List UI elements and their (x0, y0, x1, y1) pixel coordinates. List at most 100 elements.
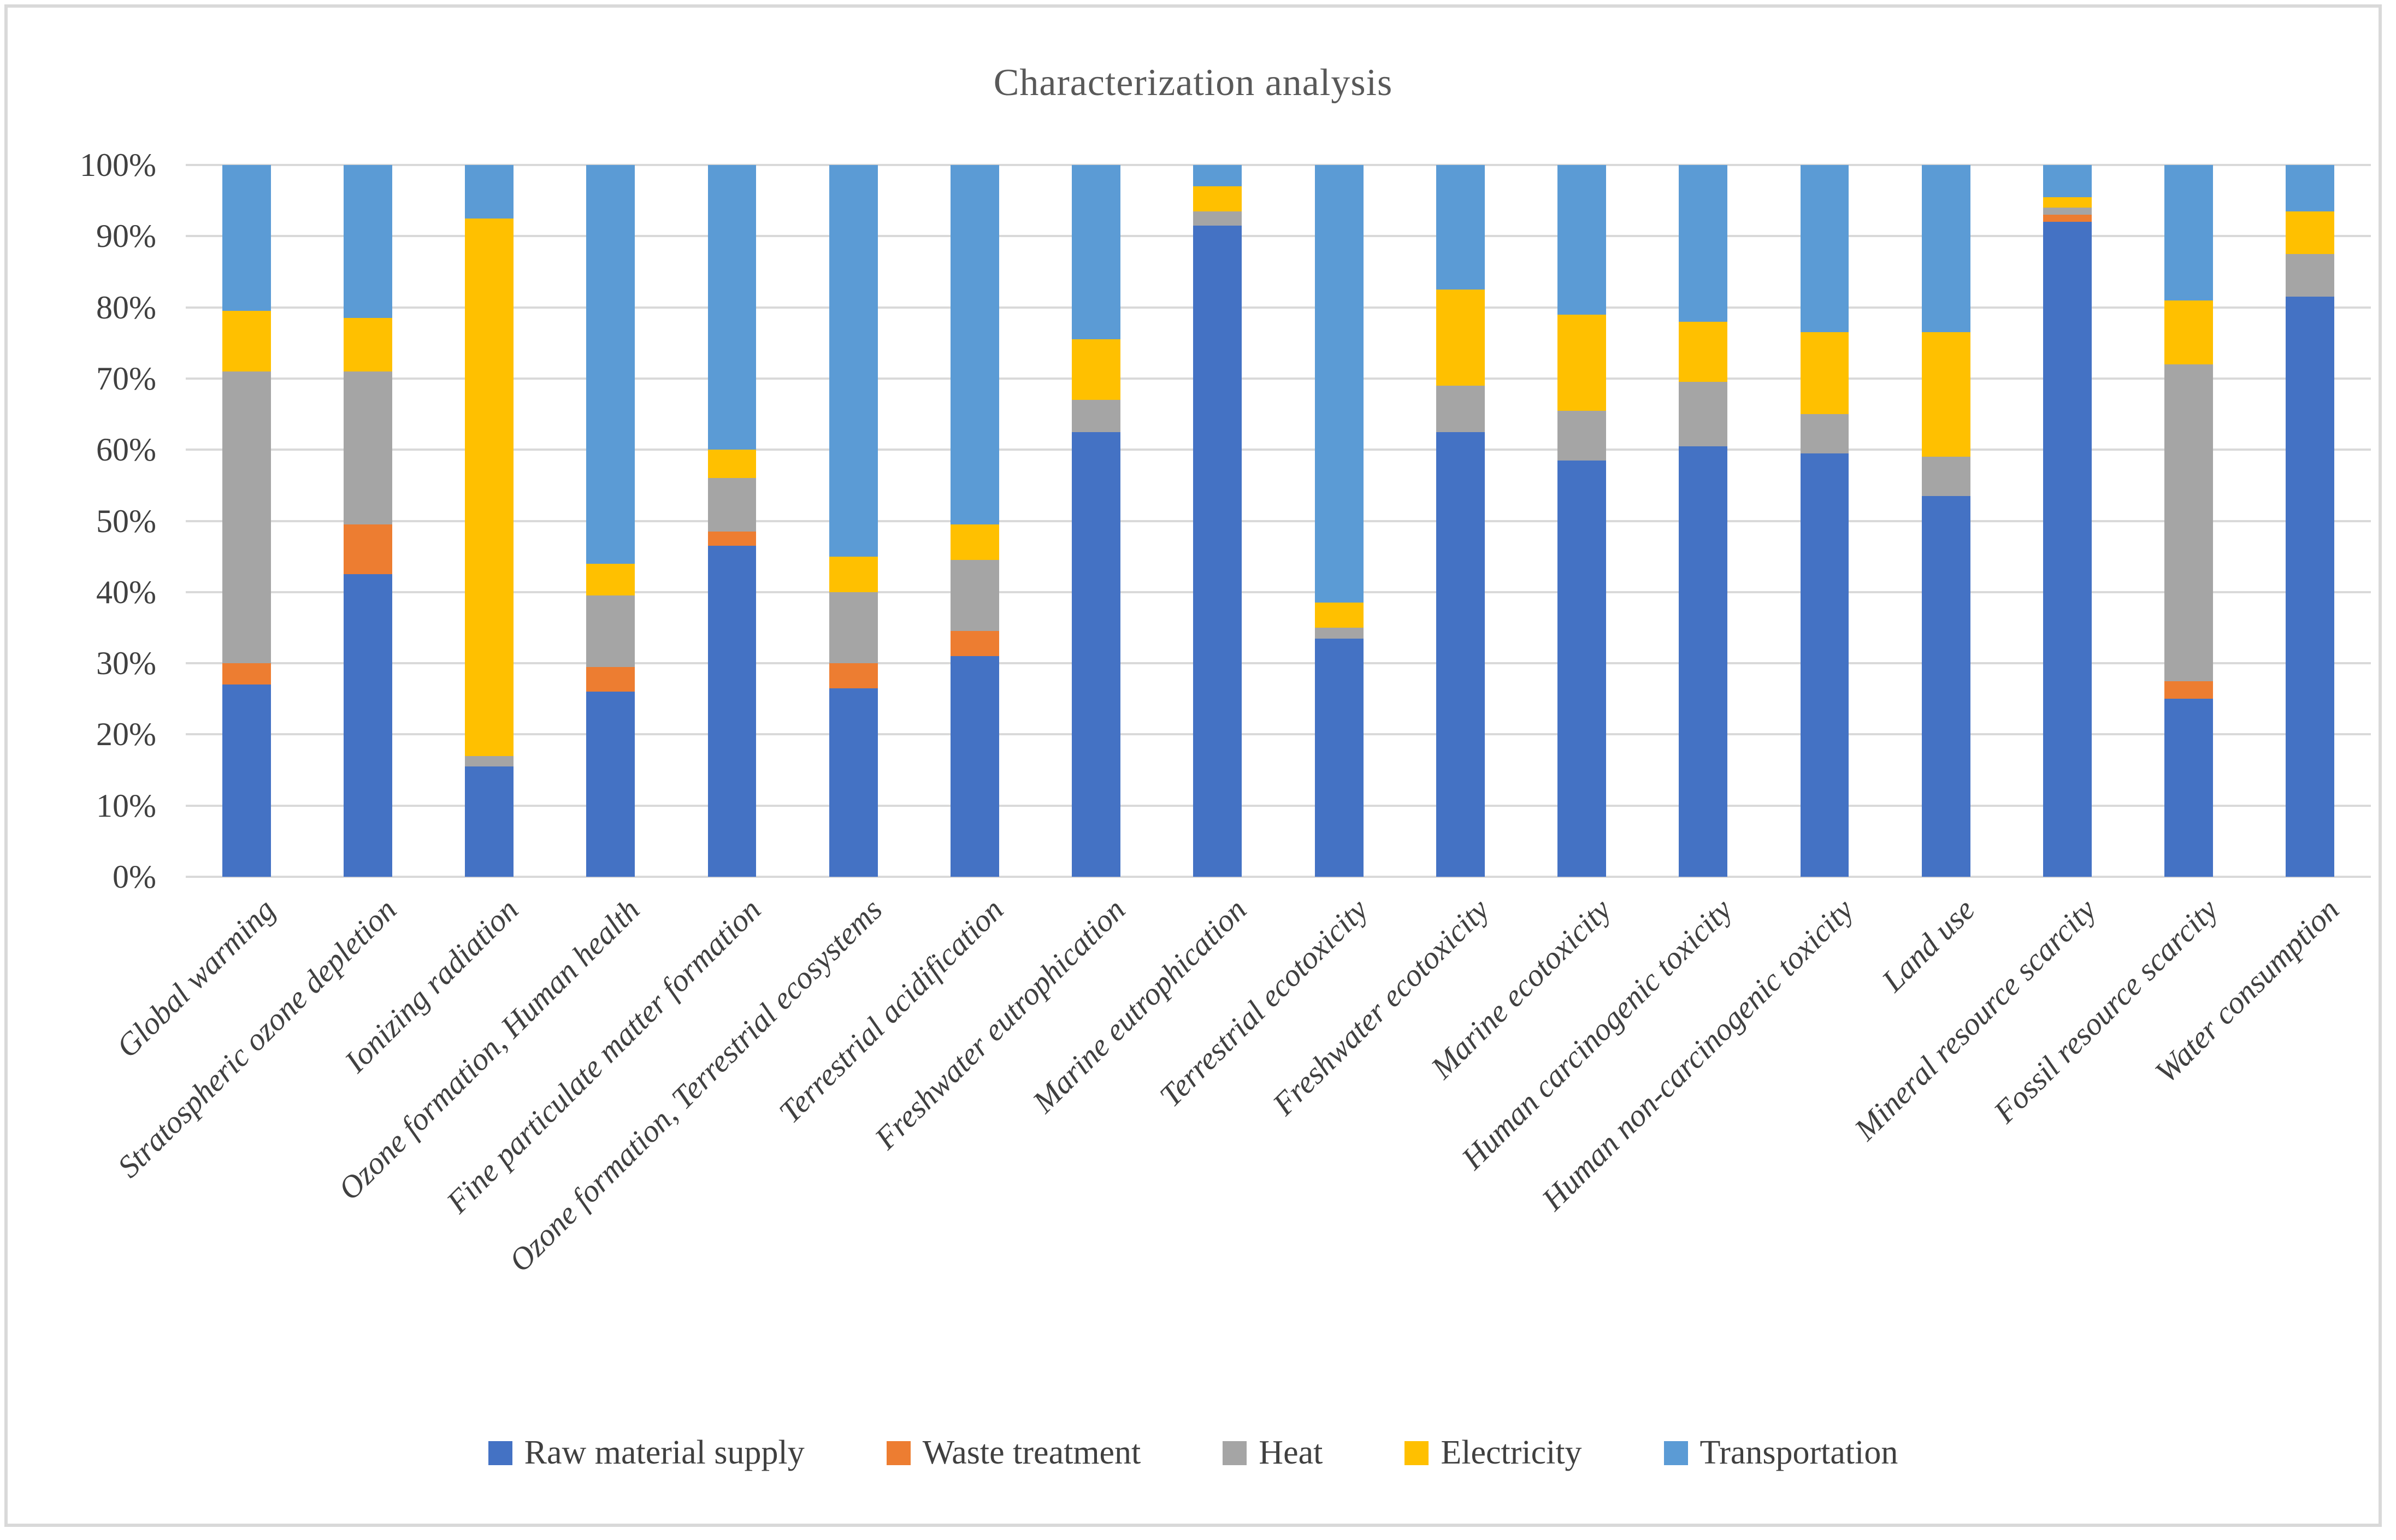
bar-column-mineral-resource-scarcity (2043, 165, 2092, 877)
y-tick-label: 50% (96, 503, 156, 539)
bar-segment-raw-material-supply (1436, 432, 1485, 877)
plot-area (186, 164, 2371, 878)
legend-item-heat: Heat (1223, 1433, 1323, 1472)
bar-column-marine-ecotoxicity (1557, 165, 1606, 877)
bar-segment-waste-treatment (707, 532, 757, 546)
bar-column-fossil-resource-scarcity (2164, 165, 2214, 877)
bar-segment-heat (586, 595, 635, 667)
bar-segment-heat (465, 756, 514, 767)
y-tick-label: 0% (113, 859, 156, 895)
bar-segment-raw-material-supply (586, 692, 635, 877)
bar-segment-electricity (1557, 314, 1606, 411)
bar-segment-heat (222, 371, 271, 664)
bar-segment-transportation (343, 165, 392, 318)
bar-slot (550, 165, 671, 877)
bar-segment-electricity (343, 318, 392, 371)
bar-segment-electricity (1193, 186, 1242, 211)
bar-segment-transportation (950, 165, 999, 525)
bar-segment-transportation (2043, 165, 2092, 197)
bar-segment-electricity (2164, 300, 2214, 364)
y-tick-label: 70% (96, 360, 156, 397)
legend-swatch-icon (1404, 1441, 1429, 1465)
bar-segment-transportation (1921, 165, 1970, 333)
legend-label: Transportation (1699, 1434, 1898, 1471)
bar-column-terrestrial-acidification (950, 165, 999, 877)
bar-slot (2128, 165, 2250, 877)
bar-segment-heat (2164, 364, 2214, 681)
bar-segment-heat (343, 371, 392, 525)
bar-segment-transportation (586, 165, 635, 564)
y-tick-label: 80% (96, 289, 156, 326)
bar-segment-raw-material-supply (950, 656, 999, 877)
bar-slot (307, 165, 428, 877)
legend-item-transportation: Transportation (1663, 1433, 1898, 1472)
bar-column-human-non-carcinogenic-toxicity (1800, 165, 1849, 877)
bar-slot (1885, 165, 2006, 877)
bar-segment-electricity (1800, 332, 1849, 415)
gridline (186, 164, 2371, 166)
gridline (186, 306, 2371, 309)
gridline (186, 520, 2371, 522)
bar-segment-raw-material-supply (1557, 460, 1606, 877)
bar-segment-electricity (2043, 197, 2092, 208)
legend-label: Heat (1259, 1434, 1323, 1471)
bar-column-freshwater-eutrophication (1072, 165, 1121, 877)
bar-segment-transportation (1193, 165, 1242, 187)
bar-segment-electricity (222, 311, 271, 371)
bar-segment-electricity (586, 563, 635, 596)
gridline (186, 377, 2371, 380)
bar-slot (1036, 165, 1157, 877)
bar-column-stratospheric-ozone-depletion (343, 165, 392, 877)
bar-segment-heat (707, 478, 757, 532)
bar-slot (1157, 165, 1278, 877)
bar-slot (2250, 165, 2371, 877)
bar-segment-raw-material-supply (707, 546, 757, 877)
bar-segment-heat (1679, 382, 1728, 446)
bar-segment-transportation (1072, 165, 1121, 340)
bar-segment-raw-material-supply (1314, 638, 1364, 877)
bar-segment-heat (2286, 253, 2335, 297)
bar-column-global-warming (222, 165, 271, 877)
bar-segment-raw-material-supply (1679, 446, 1728, 877)
legend-swatch-icon (488, 1441, 512, 1465)
gridline (186, 591, 2371, 593)
bar-column-human-carcinogenic-toxicity (1679, 165, 1728, 877)
bar-slot (671, 165, 793, 877)
bar-column-ozone-formation-human-health (586, 165, 635, 877)
bar-segment-transportation (1557, 165, 1606, 315)
legend-swatch-icon (1663, 1441, 1688, 1465)
bar-segment-waste-treatment (829, 663, 878, 688)
bar-segment-heat (1921, 457, 1970, 496)
bar-segment-waste-treatment (2043, 215, 2092, 222)
gridline (186, 235, 2371, 238)
bar-segment-raw-material-supply (829, 688, 878, 877)
bar-segment-waste-treatment (2164, 681, 2214, 699)
bar-segment-heat (950, 560, 999, 632)
bar-segment-heat (1800, 414, 1849, 453)
bar-segment-transportation (1436, 165, 1485, 290)
legend-label: Waste treatment (922, 1434, 1141, 1471)
legend-item-electricity: Electricity (1404, 1433, 1582, 1472)
bar-segment-electricity (465, 218, 514, 756)
bar-slot (1764, 165, 1885, 877)
bar-segment-transportation (1800, 165, 1849, 333)
bar-segment-raw-material-supply (1193, 225, 1242, 877)
bar-segment-heat (2043, 208, 2092, 215)
bar-segment-heat (829, 592, 878, 664)
bar-segment-electricity (1679, 321, 1728, 382)
bar-slot (1278, 165, 1400, 877)
legend-item-raw-material-supply: Raw material supply (488, 1433, 805, 1472)
y-tick-label: 10% (96, 787, 156, 824)
bar-segment-electricity (707, 450, 757, 479)
legend: Raw material supply Waste treatment Heat El… (8, 1433, 2379, 1472)
bar-segment-waste-treatment (586, 666, 635, 692)
bar-segment-waste-treatment (950, 631, 999, 657)
bar-segment-transportation (1679, 165, 1728, 322)
bar-segment-raw-material-supply (222, 685, 271, 877)
bar-slot (1643, 165, 1764, 877)
bar-segment-electricity (829, 556, 878, 592)
bar-segment-raw-material-supply (2286, 297, 2335, 877)
bar-segment-electricity (1436, 290, 1485, 386)
legend-item-waste-treatment: Waste treatment (886, 1433, 1141, 1472)
bar-slot (186, 165, 307, 877)
